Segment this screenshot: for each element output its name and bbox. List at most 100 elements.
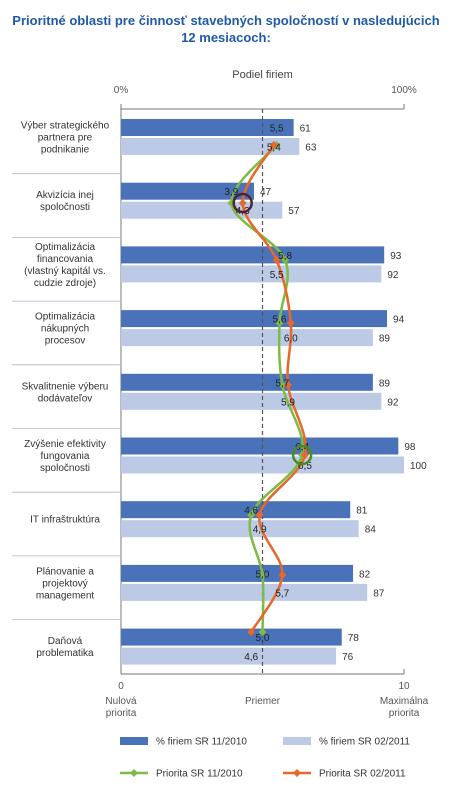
category-label: problematika (36, 648, 94, 659)
bottom-axis-label-left: Nulová (105, 696, 137, 707)
category-label: Optimalizácia (35, 242, 95, 253)
legend-label: % firiem SR 02/2011 (319, 737, 410, 748)
chart-title-line-1: Prioritné oblasti pre činnosť stavebných… (12, 13, 440, 28)
legend-label: Priorita SR 11/2010 (156, 769, 243, 780)
priority-value-label-11-2010: 5,0 (256, 633, 270, 644)
bar-value-label: 81 (356, 506, 368, 517)
priority-point-11-2010 (247, 511, 256, 519)
bar-11-2010 (121, 119, 294, 136)
bar-value-label: 57 (288, 206, 300, 217)
legend-label: Priorita SR 02/2011 (319, 769, 406, 780)
priority-point-02-2011 (247, 628, 256, 636)
priority-point-02-2011 (278, 571, 287, 579)
bottom-axis-tick-label: 10 (398, 681, 410, 692)
priority-value-label-02-2011: 4,9 (253, 525, 267, 536)
priority-value-label-02-2011: 6,0 (284, 334, 298, 345)
bar-11-2010 (121, 246, 385, 264)
category-label: projektový (42, 578, 88, 589)
category-label: partnera pre (38, 133, 93, 144)
highlight-ring (232, 192, 253, 214)
category-label: spoločnosti (40, 463, 90, 474)
bar-11-2010 (121, 182, 255, 200)
priority-point-02-2011 (272, 256, 281, 264)
category-label: dodávateľov (38, 393, 93, 404)
category-label: Plánovanie a (36, 566, 94, 577)
legend-swatch-marker (293, 769, 301, 777)
category-label: IT infraštruktúra (30, 515, 100, 526)
priority-value-label-02-2011: 5,9 (281, 397, 295, 408)
category-label: podnikanie (41, 145, 90, 156)
category-label: cudzie zdroje) (34, 278, 96, 289)
priority-value-label-02-2011: 4,6 (244, 652, 258, 663)
category-label: Daňová (48, 636, 83, 647)
bar-value-label: 98 (404, 442, 416, 453)
bar-02-2011 (121, 329, 373, 347)
priority-value-label-11-2010: 5,6 (273, 315, 287, 326)
bottom-axis-label-right: Maximálna (380, 696, 429, 707)
bar-02-2011 (121, 647, 337, 665)
top-axis-tick-label: 100% (391, 85, 417, 96)
bar-02-2011 (121, 265, 382, 283)
bar-02-2011 (121, 392, 382, 410)
priority-point-11-2010 (258, 628, 267, 636)
priority-value-label-02-2011: 5,4 (267, 143, 281, 154)
priority-point-02-2011 (269, 141, 278, 149)
category-label: Skvalitnenie výberu (22, 381, 109, 392)
bar-value-label: 63 (305, 143, 317, 154)
priority-value-label-11-2010: 5,8 (278, 251, 292, 262)
bar-value-label: 84 (365, 525, 377, 536)
priority-point-11-2010 (281, 256, 290, 264)
category-label: financovania (37, 254, 94, 265)
priority-point-02-2011 (255, 511, 264, 519)
bar-11-2010 (121, 373, 373, 391)
priority-point-11-2010 (275, 319, 284, 327)
category-label: fungovania (41, 451, 90, 462)
bar-value-label: 87 (373, 588, 385, 599)
priority-point-02-2011 (300, 451, 309, 459)
priority-value-label-11-2010: 4,6 (244, 506, 258, 517)
bar-value-label: 78 (348, 633, 360, 644)
legend-label: % firiem SR 11/2010 (156, 737, 247, 748)
legend-swatch-marker (130, 769, 138, 777)
bar-02-2011 (121, 456, 404, 474)
bar-value-label: 47 (260, 187, 272, 198)
priority-point-11-2010 (258, 571, 267, 579)
category-label: nákupných (41, 324, 89, 335)
priority-value-label-02-2011: 5,5 (270, 270, 284, 281)
category-label: management (36, 590, 95, 601)
top-axis-tick-label: 0% (114, 85, 129, 96)
category-label: Výber strategického (21, 121, 110, 132)
bar-value-label: 82 (359, 569, 371, 580)
top-axis-title: Podiel firiem (232, 69, 293, 81)
bar-11-2010 (121, 564, 354, 582)
bar-11-2010 (121, 310, 388, 328)
bottom-axis-label-middle: Priemer (245, 696, 281, 707)
priority-value-label-11-2010: 5,5 (270, 124, 284, 135)
bar-value-label: 89 (379, 378, 391, 389)
priority-point-11-2010 (278, 381, 287, 389)
category-label: procesov (45, 336, 86, 347)
bar-value-label: 94 (393, 315, 405, 326)
priority-value-label-11-2010: 3,9 (224, 187, 238, 198)
bar-value-label: 100 (410, 461, 427, 472)
category-label: Akvizícia inej (36, 190, 94, 201)
priority-point-02-2011 (238, 199, 247, 207)
priority-value-label-11-2010: 6,4 (295, 442, 309, 453)
bar-value-label: 89 (379, 334, 391, 345)
bar-value-label: 92 (387, 397, 399, 408)
category-label: spoločnosti (40, 202, 90, 213)
bar-value-label: 93 (390, 251, 402, 262)
bar-11-2010 (121, 501, 351, 519)
bar-11-2010 (121, 437, 399, 455)
highlight-ring (291, 444, 313, 466)
priority-point-02-2011 (283, 381, 292, 389)
bar-value-label: 76 (342, 652, 354, 663)
chart-title: Prioritné oblasti pre činnosť stavebných… (0, 12, 452, 46)
legend-swatch-bar (120, 737, 148, 745)
legend-swatch-bar (283, 737, 311, 745)
bar-value-label: 92 (387, 270, 399, 281)
bar-11-2010 (121, 628, 342, 646)
bottom-axis-tick-label: 0 (118, 681, 124, 692)
category-label: (vlastný kapitál vs. (24, 266, 106, 277)
priority-value-label-02-2011: 5,7 (275, 588, 289, 599)
